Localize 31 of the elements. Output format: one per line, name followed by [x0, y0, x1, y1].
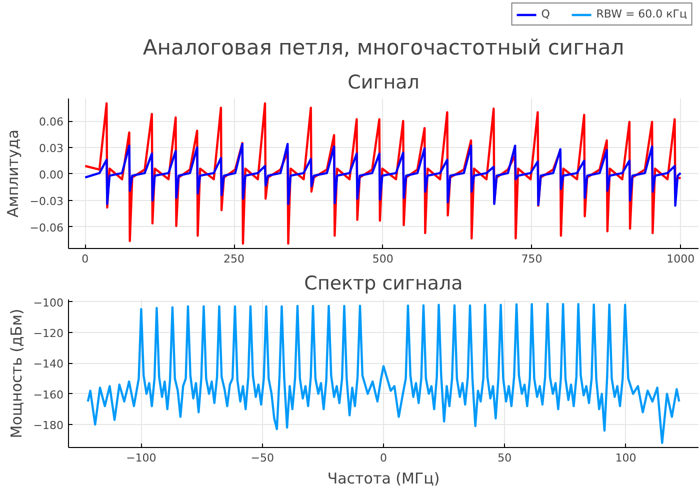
line-series: [84, 142, 682, 207]
x-tick-label: 0: [380, 452, 387, 464]
x-tick-label: −50: [250, 452, 274, 464]
x-tick-label: 100: [615, 452, 636, 464]
x-tick-label: 500: [372, 252, 394, 266]
x-tick-label: 1000: [666, 252, 695, 266]
y-tick-label: −120: [33, 326, 64, 340]
y-tick-label: 0.00: [39, 168, 64, 182]
y-tick-label: −180: [33, 418, 64, 432]
x-tick-label: 750: [521, 252, 542, 266]
y-tick-label: −160: [33, 388, 64, 402]
y-tick-label: −140: [33, 358, 64, 371]
line-series: [84, 102, 682, 245]
y-tick-label: 0.06: [39, 116, 64, 128]
legend-label: RBW = 60.0 кГц: [596, 8, 687, 20]
x-tick-label: −100: [126, 452, 156, 464]
y-tick-label: −0.06: [30, 221, 64, 234]
x-tick-label: 250: [224, 252, 245, 266]
line-series: [86, 302, 680, 444]
y-axis-title: Амплитуда: [4, 130, 22, 218]
x-axis-title: Частота (МГц): [327, 470, 440, 488]
chart-title: Аналоговая петля, многочастотный сигнал: [142, 36, 624, 60]
legend-label: Q: [541, 8, 551, 20]
y-tick-label: 0.03: [39, 142, 64, 155]
y-tick-label: −0.03: [30, 194, 64, 208]
y-tick-label: −100: [33, 296, 64, 310]
chart-title: Спектр сигнала: [304, 272, 463, 294]
x-tick-label: 50: [498, 452, 512, 464]
x-tick-label: 0: [82, 252, 89, 266]
chart-subtitle: Сигнал: [348, 72, 420, 94]
y-axis-title: Мощность (дБм): [7, 308, 26, 438]
